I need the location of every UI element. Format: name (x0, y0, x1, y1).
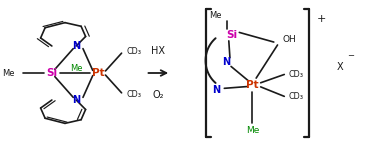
Text: HX: HX (151, 46, 165, 56)
Text: CD₃: CD₃ (288, 70, 303, 79)
Text: Me: Me (209, 11, 222, 20)
Text: −: − (347, 51, 355, 60)
Text: Pt: Pt (92, 68, 105, 78)
Text: Me: Me (70, 64, 82, 73)
Text: Me: Me (246, 126, 259, 135)
Text: Si: Si (46, 68, 57, 78)
Text: Pt: Pt (246, 80, 259, 90)
Text: CD₃: CD₃ (288, 92, 303, 101)
Text: O₂: O₂ (153, 90, 164, 100)
Text: CD₃: CD₃ (127, 90, 142, 99)
Text: N: N (72, 95, 80, 105)
Text: CD₃: CD₃ (127, 47, 142, 56)
Text: N: N (72, 41, 80, 51)
Text: OH: OH (282, 35, 296, 44)
Text: N: N (222, 57, 230, 67)
Text: Si: Si (226, 30, 237, 40)
Text: Me: Me (3, 68, 15, 78)
Text: N: N (212, 85, 220, 95)
Text: +: + (316, 14, 326, 24)
Text: X: X (337, 62, 344, 72)
